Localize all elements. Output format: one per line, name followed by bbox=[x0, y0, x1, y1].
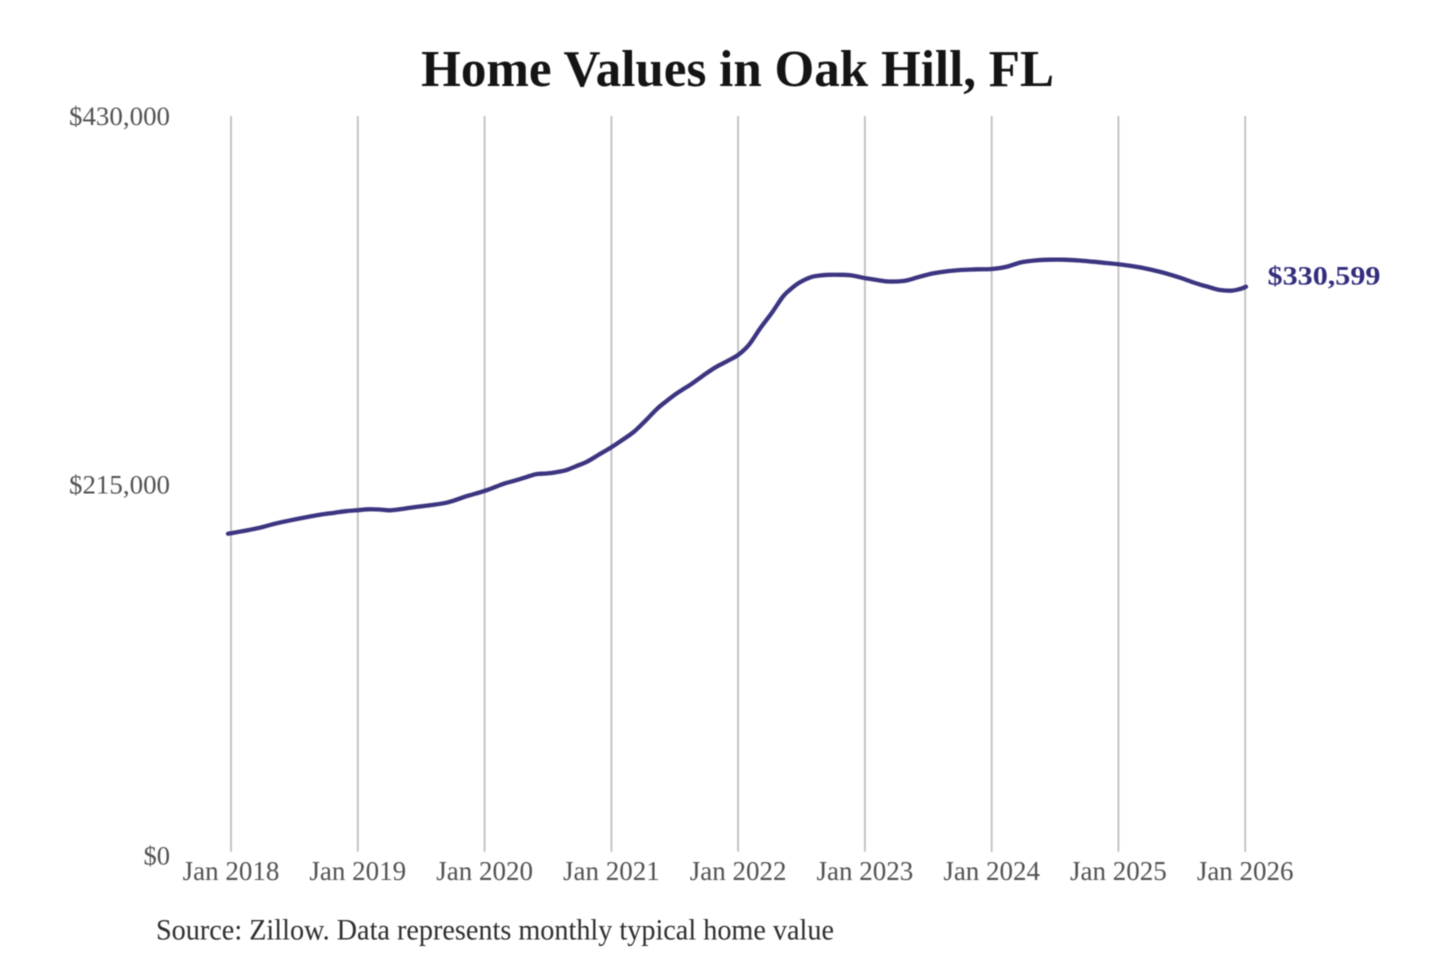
svg-text:$330,599: $330,599 bbox=[1268, 261, 1381, 291]
svg-text:Jan 2023: Jan 2023 bbox=[817, 856, 914, 886]
svg-text:$215,000: $215,000 bbox=[69, 470, 170, 500]
svg-text:Jan 2026: Jan 2026 bbox=[1197, 856, 1294, 886]
svg-text:Jan 2020: Jan 2020 bbox=[436, 856, 533, 886]
svg-text:Jan 2019: Jan 2019 bbox=[309, 856, 406, 886]
svg-text:Jan 2021: Jan 2021 bbox=[563, 856, 660, 886]
svg-text:Source: Zillow. Data represent: Source: Zillow. Data represents monthly … bbox=[156, 914, 834, 947]
svg-text:Jan 2025: Jan 2025 bbox=[1070, 856, 1167, 886]
svg-text:$0: $0 bbox=[144, 841, 171, 871]
svg-text:$430,000: $430,000 bbox=[69, 101, 170, 131]
svg-text:Jan 2018: Jan 2018 bbox=[183, 856, 280, 886]
svg-text:Jan 2024: Jan 2024 bbox=[943, 856, 1040, 886]
svg-text:Home Values in Oak Hill, FL: Home Values in Oak Hill, FL bbox=[421, 41, 1054, 98]
svg-text:Jan 2022: Jan 2022 bbox=[690, 856, 787, 886]
